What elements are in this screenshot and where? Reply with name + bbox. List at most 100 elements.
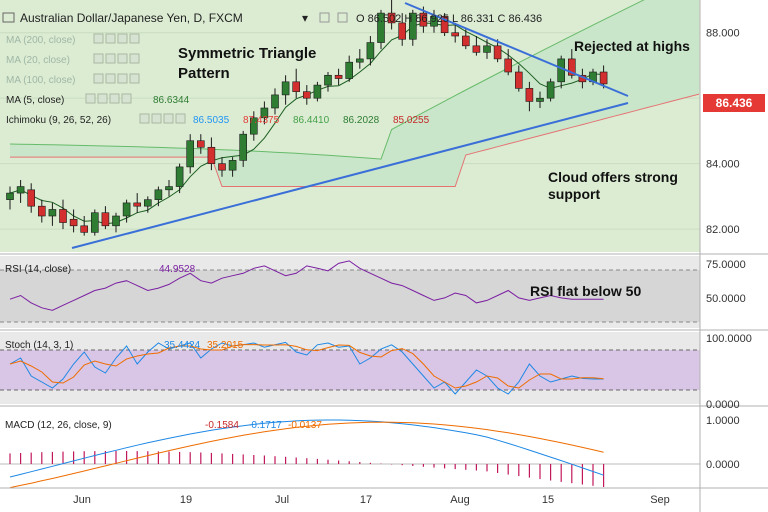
time-tick-label: Sep bbox=[650, 494, 670, 506]
candle-body bbox=[440, 16, 449, 34]
indicator-control-icon bbox=[93, 53, 104, 64]
eye-icon[interactable] bbox=[319, 12, 330, 23]
macd-hist-value: -0.1584 bbox=[205, 420, 239, 431]
candle-body bbox=[472, 45, 481, 53]
candle-body bbox=[355, 58, 364, 63]
indicator-control-icon bbox=[163, 113, 174, 124]
candle-body bbox=[493, 45, 502, 60]
upper-trendline bbox=[404, 2, 629, 97]
indicator-control-icon bbox=[105, 33, 116, 44]
candle-body bbox=[27, 189, 36, 207]
rsi-annotation: RSI flat below 50 bbox=[530, 283, 641, 299]
candle-body bbox=[154, 189, 163, 200]
indicator-control-icon bbox=[85, 93, 96, 104]
macd-signal-line bbox=[9, 421, 604, 489]
indicator-control-icon bbox=[117, 53, 128, 64]
candle-body bbox=[122, 202, 131, 217]
rsi-tick-75: 75.0000 bbox=[706, 259, 746, 271]
rejected-annotation: Rejected at highs bbox=[574, 38, 690, 54]
candle-body bbox=[345, 61, 354, 79]
ichimoku-value: 85.0255 bbox=[393, 115, 430, 126]
candle-body bbox=[69, 218, 78, 227]
candle-body bbox=[80, 225, 88, 233]
candle-body bbox=[281, 81, 290, 96]
candle-body bbox=[197, 140, 205, 148]
rsi-line bbox=[9, 260, 604, 311]
pattern-annotation-line2: Pattern bbox=[178, 65, 230, 82]
candle-body bbox=[366, 42, 375, 60]
time-tick-label: Jul bbox=[275, 494, 289, 506]
candle-body bbox=[91, 212, 99, 233]
rsi-label: RSI (14, close) bbox=[5, 264, 71, 275]
indicator-control-icon bbox=[93, 73, 104, 84]
candle-body bbox=[451, 32, 460, 37]
macd-value: -0.1717 bbox=[248, 420, 282, 431]
indicator-control-icon bbox=[117, 73, 128, 84]
cloud-annotation-line1: Cloud offers strong bbox=[548, 169, 678, 185]
rsi-value: 44.9528 bbox=[159, 264, 196, 275]
macd-label: MACD (12, 26, close, 9) bbox=[5, 420, 112, 431]
stoch-d-value: 35.2015 bbox=[207, 340, 244, 351]
candle-body bbox=[599, 71, 608, 85]
pattern-annotation-line1: Symmetric Triangle bbox=[178, 45, 316, 62]
candle-body bbox=[207, 146, 216, 164]
macd-signal-value: -0.0137 bbox=[288, 420, 322, 431]
macd-panel bbox=[0, 419, 700, 489]
collapse-icon[interactable] bbox=[2, 12, 15, 23]
indicator-label: Ichimoku (9, 26, 52, 26) bbox=[6, 115, 111, 126]
last-price-badge bbox=[703, 94, 765, 112]
candle-body bbox=[6, 192, 14, 200]
stoch-label: Stoch (14, 3, 1) bbox=[5, 340, 73, 351]
candle-body bbox=[165, 186, 173, 191]
cloud-annotation-line2: support bbox=[548, 186, 600, 202]
indicator-control-icon bbox=[121, 93, 132, 104]
ichimoku-value: 87.4375 bbox=[243, 115, 280, 126]
settings-icon[interactable] bbox=[337, 12, 348, 23]
candle-body bbox=[271, 94, 279, 109]
candle-body bbox=[557, 58, 566, 83]
candle-body bbox=[324, 74, 332, 86]
ichimoku-value: 86.5035 bbox=[193, 115, 230, 126]
indicator-control-icon bbox=[175, 113, 186, 124]
candle-body bbox=[430, 16, 438, 27]
candle-body bbox=[250, 117, 258, 135]
candle-body bbox=[228, 160, 237, 171]
indicator-control-icon bbox=[97, 93, 108, 104]
indicator-control-icon bbox=[139, 113, 150, 124]
candle-body bbox=[387, 12, 396, 24]
time-axis[interactable]: Jun 19 Jul 17 Aug 15 Sep bbox=[73, 494, 670, 506]
time-tick-label: Aug bbox=[450, 494, 470, 506]
candle-body bbox=[239, 133, 247, 161]
cloud-fill bbox=[10, 0, 699, 187]
candle-body bbox=[419, 12, 428, 27]
candle-body bbox=[186, 140, 194, 168]
candle-body bbox=[483, 45, 491, 53]
candle-body bbox=[546, 81, 555, 99]
indicator-value: 86.6344 bbox=[153, 95, 190, 106]
candles-layer bbox=[6, 0, 608, 236]
rsi-panel bbox=[0, 260, 700, 323]
indicator-label: MA (200, close) bbox=[6, 35, 75, 46]
stoch-band bbox=[0, 350, 700, 390]
candle-body bbox=[37, 205, 46, 217]
candle-body bbox=[175, 166, 184, 187]
stoch-tick-100: 100.0000 bbox=[706, 333, 752, 345]
chart-title: Australian Dollar/Japanese Yen, D, FXCM bbox=[20, 11, 243, 25]
candle-body bbox=[302, 91, 311, 99]
triangle-trendlines bbox=[71, 2, 629, 249]
macd-line bbox=[9, 419, 604, 478]
indicator-control-icon bbox=[109, 93, 120, 104]
time-tick-label: 17 bbox=[360, 494, 372, 506]
candle-body bbox=[16, 186, 25, 194]
senkou-span-b bbox=[10, 93, 700, 187]
indicator-label: MA (5, close) bbox=[6, 95, 64, 106]
chevron-down-icon[interactable]: ▾ bbox=[302, 11, 308, 25]
rsi-band bbox=[0, 270, 700, 322]
price-tick-label: 88.000 bbox=[706, 28, 740, 40]
candle-body bbox=[48, 209, 57, 217]
ichimoku-value: 86.2028 bbox=[343, 115, 380, 126]
indicator-legend: MA (200, close) MA (20, close) MA (100, cl… bbox=[6, 33, 430, 126]
indicator-control-icon bbox=[105, 73, 116, 84]
candle-body bbox=[292, 81, 301, 92]
